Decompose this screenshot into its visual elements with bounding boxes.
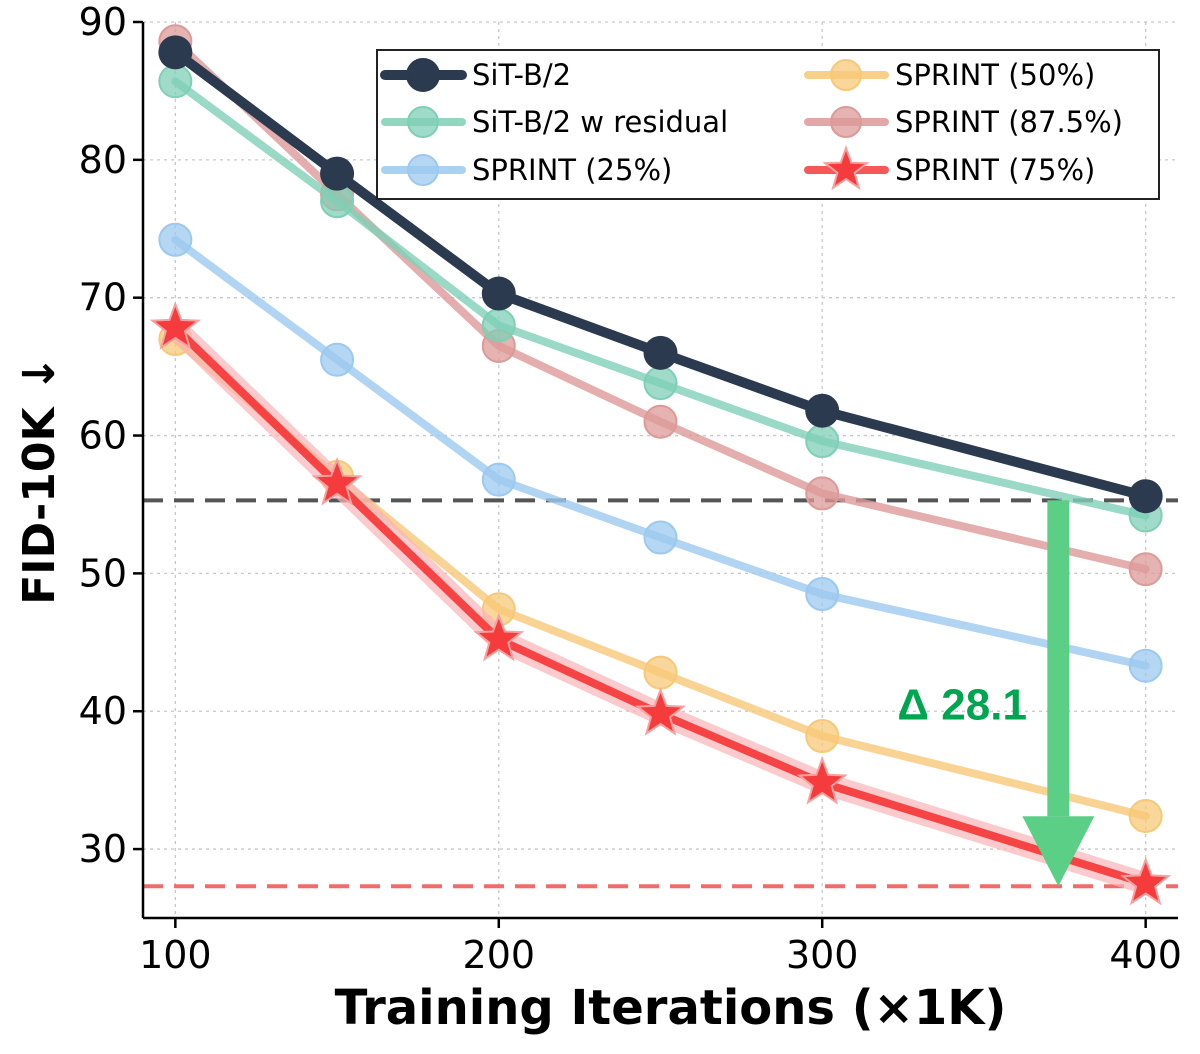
delta-annotation: Δ 28.1 [897,500,1095,887]
legend-item-sit-b-2: SiT-B/2 [380,58,571,92]
data-point-star [1120,856,1172,906]
data-point-star [311,456,363,506]
legend-label: SPRINT (50%) [895,58,1095,92]
data-point [481,276,516,311]
legend-item-sit-b-2-w-residual: SiT-B/2 w residual [381,105,728,139]
legend-swatch-marker [407,154,439,186]
data-point [643,366,678,401]
delta-arrow-head [1022,816,1095,887]
data-point [805,393,840,428]
data-point-star [149,301,201,350]
series-line [171,235,1150,670]
x-tick-label: 200 [463,933,536,977]
y-tick-label: 30 [79,827,127,871]
legend: SiT-B/2 SiT-B/2 w residual SPRINT (25%) SPR… [376,49,1160,200]
legend-label: SiT-B/2 w residual [472,105,728,139]
data-point [805,719,840,754]
data-point [643,520,678,555]
legend-swatch-marker [407,106,439,138]
delta-label: Δ 28.1 [897,680,1027,729]
y-axis-title: FID-10K ↓ [14,355,65,605]
legend-swatch-marker [830,106,862,138]
legend-swatch-marker [830,59,862,91]
data-point [805,424,840,459]
data-point [481,308,516,343]
series-sprint-25 [158,222,1163,683]
data-point [1128,648,1163,683]
series-sprint-75 [149,301,1172,906]
legend-item-sprint-25: SPRINT (25%) [381,153,672,187]
series-group [149,24,1172,906]
data-point-star [796,756,848,805]
data-point [158,35,193,70]
legend-item-sprint-50: SPRINT (50%) [804,58,1095,92]
y-tick-label: 50 [79,551,127,595]
data-point [643,335,678,370]
data-point [1128,479,1163,514]
legend-label: SiT-B/2 [472,58,571,92]
data-point [805,577,840,612]
delta-arrow-shaft [1047,500,1070,817]
legend-frame [376,49,1160,200]
y-tick-label: 40 [79,689,127,733]
x-tick-label: 300 [786,933,859,977]
data-point [1128,798,1163,833]
series-sit-b-2 [158,35,1163,514]
series-line [170,47,1151,502]
data-point [1128,552,1163,587]
y-tick-label: 60 [79,414,127,458]
data-point-star [473,612,525,662]
data-point [158,222,193,257]
data-point [320,342,355,377]
reference-lines [143,498,1178,889]
x-axis-title: Training Iterations (×1K) [335,980,1007,1036]
axes [141,22,1178,920]
data-point [643,655,678,690]
legend-item-sprint-87-5: SPRINT (87.5%) [804,105,1123,139]
legend-label: SPRINT (75%) [895,153,1095,187]
legend-label: SPRINT (87.5%) [895,105,1123,139]
legend-label: SPRINT (25%) [472,153,672,187]
data-point [805,476,840,511]
data-point-star [634,687,687,736]
x-tick-label: 100 [139,933,212,977]
data-point [643,404,678,439]
legend-swatch-marker [406,58,440,92]
data-point [158,64,193,99]
x-tick-label: 400 [1109,933,1182,977]
data-point [320,156,355,191]
y-tick-label: 90 [79,0,127,44]
series-line [171,324,1150,888]
series-line [171,77,1150,520]
y-tick-label: 80 [79,138,127,182]
series-line [171,37,1150,574]
y-tick-label: 70 [79,276,127,320]
ticks: 30 40 50 60 70 80 90 100 200 300 400 [79,0,1182,977]
data-point [481,462,516,497]
legend-swatch-star [822,145,870,191]
legend-item-sprint-75: SPRINT (75%) [804,145,1095,191]
